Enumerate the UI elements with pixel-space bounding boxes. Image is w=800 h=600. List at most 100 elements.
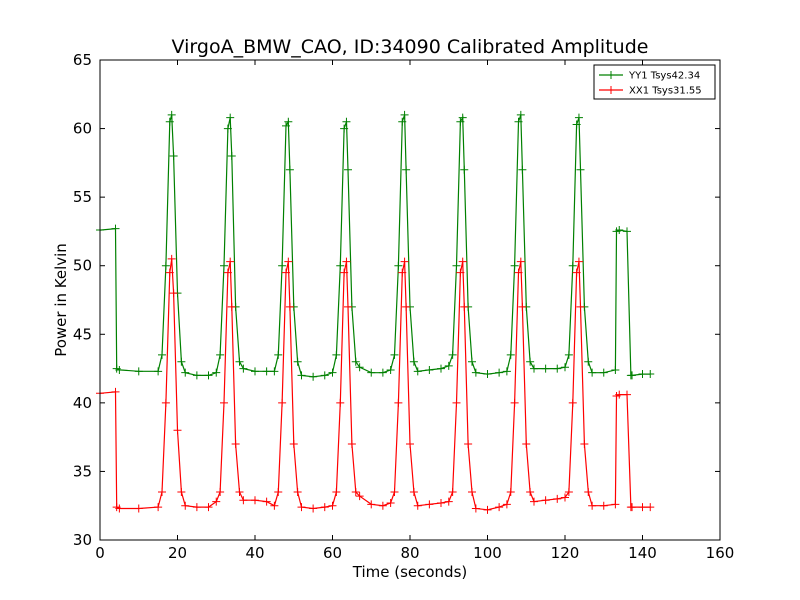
data-point (161, 398, 170, 407)
data-point (495, 503, 504, 512)
data-point (580, 440, 589, 448)
data-point (158, 350, 166, 359)
data-point (568, 398, 577, 407)
data-point (167, 110, 176, 119)
data-point (448, 488, 457, 496)
data-point (599, 368, 608, 377)
data-point (394, 398, 403, 407)
data-point (173, 426, 182, 435)
data-point (514, 268, 523, 277)
data-point (216, 488, 225, 496)
data-point (413, 367, 422, 376)
data-point (111, 224, 120, 233)
data-point (336, 261, 345, 270)
data-point (584, 357, 593, 366)
data-point (646, 370, 655, 379)
data-point (390, 350, 399, 359)
data-point (204, 503, 213, 512)
data-point (216, 350, 225, 359)
x-tick-label: 100 (473, 544, 502, 562)
data-point (526, 357, 535, 366)
data-point (460, 302, 469, 311)
data-point (231, 440, 240, 448)
data-point (344, 302, 352, 311)
data-point (235, 488, 244, 496)
data-point (425, 500, 434, 509)
data-point (574, 257, 583, 266)
series-layer (96, 110, 655, 514)
x-tick-label: 160 (706, 544, 735, 562)
x-tick-label: 120 (551, 544, 580, 562)
data-point (251, 496, 259, 505)
data-point (342, 257, 351, 266)
data-point (541, 496, 550, 505)
series-line (99, 114, 651, 378)
data-point (394, 261, 403, 270)
data-point (212, 497, 221, 506)
data-point (134, 504, 143, 513)
data-point (161, 261, 170, 270)
data-point (154, 503, 163, 512)
data-point (227, 152, 236, 160)
data-point (223, 124, 232, 133)
data-point (378, 501, 387, 510)
legend-label: XX1 Tsys31.55 (629, 86, 702, 97)
data-point (615, 226, 624, 235)
data-point (293, 357, 302, 366)
data-point (561, 493, 569, 502)
data-point (425, 365, 434, 374)
data-point (235, 357, 244, 366)
data-point (452, 261, 461, 270)
data-point (320, 503, 329, 512)
data-point (611, 365, 620, 374)
data-point (270, 501, 279, 510)
data-point (340, 268, 349, 277)
data-point (471, 504, 480, 513)
x-tick-label: 140 (628, 544, 657, 562)
legend-marker (607, 71, 615, 79)
data-point (284, 257, 293, 266)
data-point (623, 227, 631, 236)
data-point (456, 268, 465, 277)
data-point (285, 302, 294, 311)
data-point (564, 350, 573, 359)
data-point (502, 367, 511, 376)
data-point (561, 363, 569, 372)
data-point (460, 165, 469, 174)
data-point (400, 257, 409, 266)
data-point (289, 440, 298, 448)
data-point (274, 350, 283, 359)
legend-box (593, 64, 716, 100)
data-point (553, 364, 562, 373)
data-point (167, 254, 176, 263)
data-point (332, 488, 341, 496)
data-point (452, 398, 461, 407)
data-point (468, 488, 476, 496)
data-point (297, 503, 306, 512)
data-point (251, 367, 259, 376)
data-point (239, 364, 248, 373)
data-point (367, 368, 376, 377)
data-point (518, 302, 527, 311)
data-point (564, 488, 573, 496)
data-point (226, 257, 235, 266)
data-point (615, 390, 624, 399)
data-point (355, 363, 364, 372)
data-point (181, 368, 190, 377)
x-tick-label: 20 (168, 544, 187, 562)
series-line (99, 258, 651, 511)
data-point (456, 117, 465, 126)
x-tick-label: 0 (95, 544, 105, 562)
data-point (516, 110, 525, 119)
data-point (495, 368, 504, 377)
data-point (278, 261, 287, 270)
data-point (553, 494, 562, 503)
data-point (220, 261, 228, 270)
data-point (309, 504, 318, 513)
data-point (177, 357, 186, 366)
data-point (413, 501, 422, 510)
ticks-layer: 0 20 40 60 80 100 120 140 160 30 35 40 45 50 55 60 65 (73, 51, 734, 562)
data-point (351, 488, 360, 496)
data-point (402, 165, 411, 174)
data-point (526, 488, 535, 496)
